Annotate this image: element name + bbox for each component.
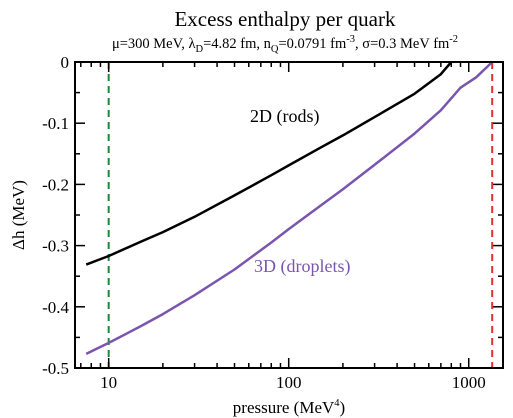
series-label-2d-rods: 2D (rods) bbox=[250, 106, 320, 127]
x-tick-label: 1000 bbox=[452, 373, 486, 392]
reference-lines bbox=[107, 62, 494, 368]
subtitle-n-sup: -3 bbox=[346, 34, 355, 45]
series-line-2 bbox=[85, 61, 494, 356]
chart-subtitle: μ=300 MeV, λD=4.82 fm, nQ=0.0791 fm-3, σ… bbox=[112, 34, 458, 55]
y-axis-label: Δh (MeV) bbox=[9, 180, 28, 250]
x-axis-label: pressure (MeV4) bbox=[233, 398, 345, 417]
y-tick-label: -0.3 bbox=[42, 237, 69, 256]
data-series bbox=[85, 61, 494, 356]
series-label-3d-droplets: 3D (droplets) bbox=[254, 256, 350, 277]
x-tick-label: 100 bbox=[276, 373, 302, 392]
subtitle-sigma: , σ=0.3 MeV fm bbox=[355, 36, 450, 52]
subtitle-sigma-sup: -2 bbox=[449, 34, 458, 45]
y-tick-label: 0 bbox=[61, 53, 70, 72]
y-tick-label: -0.5 bbox=[42, 359, 69, 378]
y-tick-label: -0.1 bbox=[42, 114, 69, 133]
subtitle-lambda-sub: D bbox=[196, 44, 204, 55]
chart-title: Excess enthalpy per quark bbox=[174, 7, 396, 31]
y-tick-label: -0.4 bbox=[42, 298, 69, 317]
subtitle-n-value: =0.0791 fm bbox=[278, 36, 347, 52]
series-line-1 bbox=[85, 61, 453, 266]
y-tick-label: -0.2 bbox=[42, 175, 69, 194]
x-tick-label: 10 bbox=[100, 373, 117, 392]
subtitle-lambda-value: =4.82 fm, n bbox=[203, 36, 272, 52]
subtitle-n-sub: Q bbox=[271, 44, 279, 55]
subtitle-mu: μ=300 MeV, λ bbox=[112, 36, 196, 52]
plot-frame bbox=[74, 61, 504, 369]
